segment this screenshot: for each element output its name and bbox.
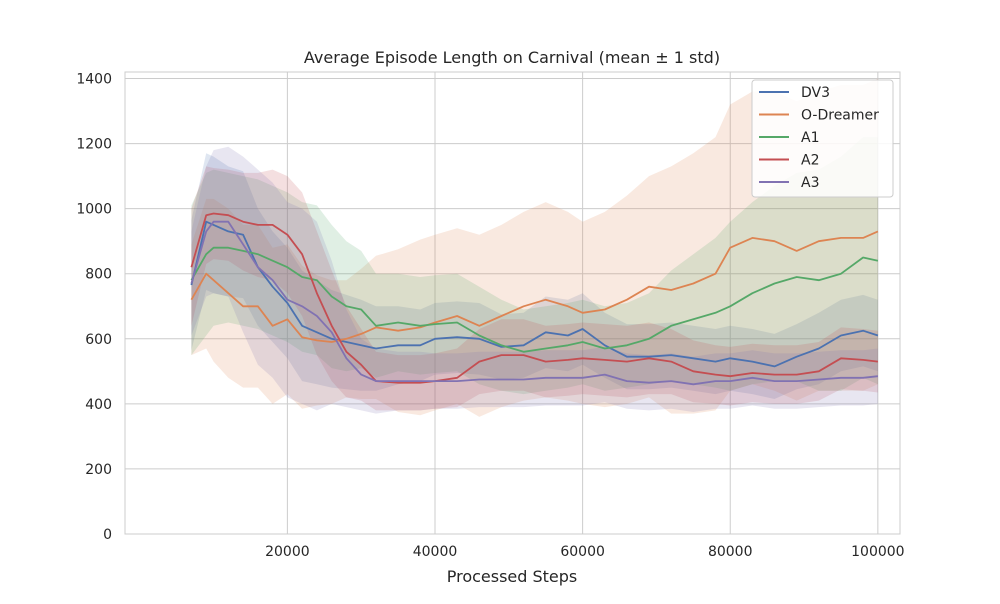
legend-entry: DV3 xyxy=(801,85,830,101)
legend-entry: A2 xyxy=(801,153,819,169)
series-line-a2 xyxy=(190,212,879,384)
series-line-o-dreamer xyxy=(190,230,879,343)
x-tick-label: 80000 xyxy=(708,544,753,560)
x-axis-label: Processed Steps xyxy=(447,567,578,586)
tick-labels: 20000 40000 60000 80000 100000 0 200 400 600 800 1… xyxy=(76,72,904,560)
x-tick-label: 100000 xyxy=(851,544,904,560)
legend: DV3 O-Dreamer A1 A2 A3 xyxy=(751,79,894,198)
y-tick-label: 400 xyxy=(85,397,112,413)
std-band-a1 xyxy=(191,137,878,395)
std-band-a3 xyxy=(191,146,878,414)
x-tick-label: 20000 xyxy=(265,544,310,560)
legend-entry: O-Dreamer xyxy=(801,108,879,124)
legend-box xyxy=(751,79,894,198)
y-tick-label: 800 xyxy=(85,267,112,283)
series-line-a3 xyxy=(190,220,878,386)
legend-entry: A3 xyxy=(801,175,819,191)
x-tick-label: 60000 xyxy=(560,544,605,560)
legend-entry: A1 xyxy=(801,130,819,146)
y-tick-label: 1000 xyxy=(76,202,112,218)
series-line-dv3 xyxy=(190,220,879,368)
y-tick-label: 1400 xyxy=(76,72,112,88)
y-tick-label: 600 xyxy=(85,332,112,348)
series-lines xyxy=(190,212,879,386)
std-band-dv3 xyxy=(191,153,878,399)
x-tick-label: 40000 xyxy=(413,544,458,560)
y-tick-label: 1200 xyxy=(76,137,112,153)
y-tick-label: 0 xyxy=(103,527,112,543)
series-line-a1 xyxy=(190,246,879,353)
std-band-a2 xyxy=(191,166,878,411)
plot-frame xyxy=(124,71,901,535)
chart-title: Average Episode Length on Carnival (mean… xyxy=(304,48,720,67)
y-tick-label: 200 xyxy=(85,462,112,478)
